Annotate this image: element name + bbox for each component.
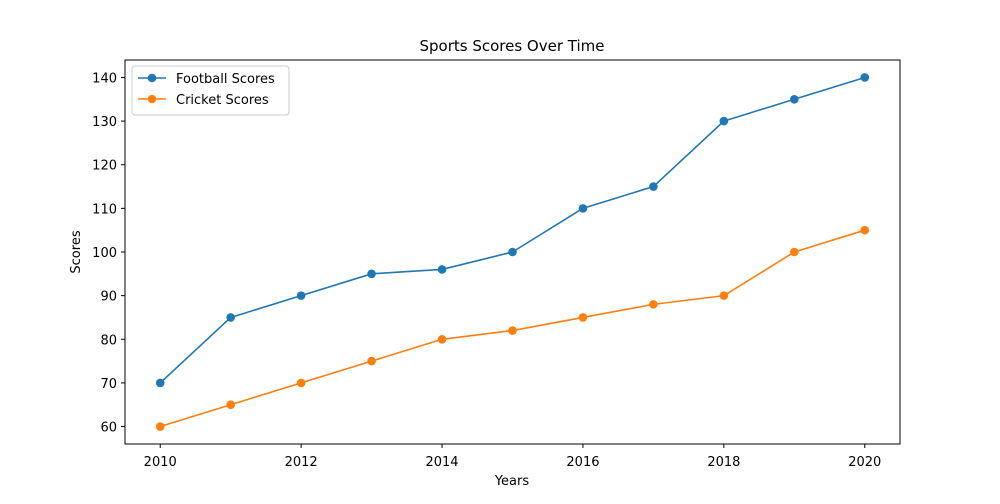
legend-label: Football Scores [176, 72, 275, 87]
y-tick-label: 80 [100, 333, 117, 348]
legend-label: Cricket Scores [176, 93, 269, 108]
y-tick-label: 60 [100, 421, 117, 436]
data-point [860, 73, 870, 82]
x-tick-label: 2016 [566, 455, 599, 470]
data-point [649, 182, 658, 191]
y-tick-label: 70 [100, 377, 117, 392]
data-point [367, 269, 376, 279]
y-axis-label: Scores [69, 230, 84, 273]
x-tick-label: 2014 [425, 455, 458, 470]
legend-marker [147, 73, 157, 83]
data-point [437, 334, 447, 344]
plot-area [124, 59, 901, 445]
data-point [155, 422, 165, 431]
data-point [226, 400, 235, 410]
data-point [578, 313, 588, 322]
data-point [719, 291, 729, 300]
legend-box [131, 65, 290, 116]
y-tick-label: 140 [92, 71, 117, 86]
y-axis-ticks: 60 70 80 90 100 110 120 130 140 [92, 71, 125, 436]
x-tick-label: 2012 [285, 455, 318, 470]
data-point [437, 265, 447, 274]
y-tick-label: 100 [92, 246, 117, 261]
y-tick-label: 110 [92, 202, 117, 217]
data-point [226, 313, 235, 322]
data-point [649, 300, 658, 309]
data-point [578, 204, 588, 213]
data-point [296, 378, 306, 388]
data-point [860, 225, 870, 235]
y-tick-label: 90 [100, 290, 117, 305]
legend-marker [147, 94, 157, 104]
chart-title: Sports Scores Over Time [419, 37, 604, 55]
y-tick-label: 120 [92, 159, 117, 174]
x-axis-ticks: 2010 2012 2014 2016 2018 2020 [144, 444, 881, 470]
data-point [790, 94, 799, 104]
data-point [508, 326, 517, 335]
x-tick-label: 2010 [144, 455, 177, 470]
data-point [790, 247, 799, 257]
data-point [719, 116, 729, 126]
x-tick-label: 2020 [848, 455, 881, 470]
legend: Football Scores Cricket Scores [131, 65, 290, 116]
data-point [508, 247, 517, 257]
x-axis-label: Years [494, 474, 530, 489]
y-tick-label: 130 [92, 115, 117, 130]
series-layer [155, 73, 870, 431]
data-point [296, 291, 306, 300]
x-tick-label: 2018 [707, 455, 740, 470]
data-point [155, 378, 165, 388]
data-point [367, 356, 376, 366]
